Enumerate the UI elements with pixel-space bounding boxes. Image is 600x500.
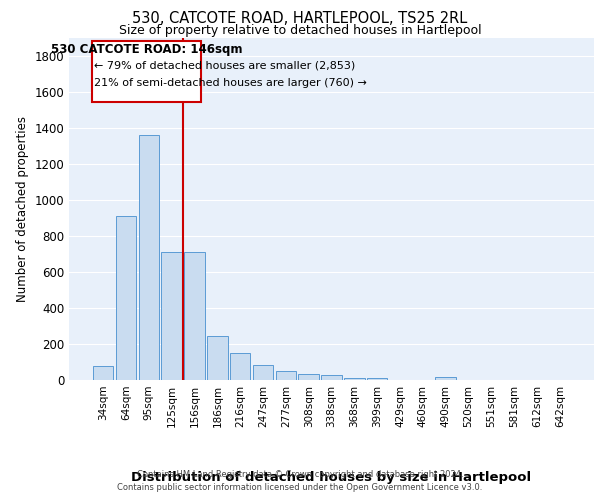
Text: Size of property relative to detached houses in Hartlepool: Size of property relative to detached ho…: [119, 24, 481, 37]
Bar: [436, 377, 456, 380]
Bar: [139, 135, 159, 380]
Text: 530 CATCOTE ROAD: 146sqm: 530 CATCOTE ROAD: 146sqm: [51, 43, 242, 56]
Bar: [161, 252, 182, 380]
Text: ← 79% of detached houses are smaller (2,853): ← 79% of detached houses are smaller (2,…: [94, 60, 356, 70]
Bar: [93, 366, 113, 380]
Bar: [253, 364, 273, 380]
Bar: [207, 336, 227, 380]
Bar: [230, 354, 250, 380]
Y-axis label: Number of detached properties: Number of detached properties: [16, 116, 29, 302]
Bar: [367, 378, 388, 380]
Bar: [116, 216, 136, 380]
Bar: [184, 252, 205, 380]
FancyBboxPatch shape: [92, 41, 202, 102]
Bar: [344, 378, 365, 380]
Text: 21% of semi-detached houses are larger (760) →: 21% of semi-detached houses are larger (…: [94, 78, 367, 88]
Text: 530, CATCOTE ROAD, HARTLEPOOL, TS25 2RL: 530, CATCOTE ROAD, HARTLEPOOL, TS25 2RL: [133, 11, 467, 26]
Bar: [298, 374, 319, 380]
Text: Contains HM Land Registry data © Crown copyright and database right 2024.
Contai: Contains HM Land Registry data © Crown c…: [118, 470, 482, 492]
X-axis label: Distribution of detached houses by size in Hartlepool: Distribution of detached houses by size …: [131, 472, 532, 484]
Bar: [275, 370, 296, 380]
Bar: [321, 375, 342, 380]
